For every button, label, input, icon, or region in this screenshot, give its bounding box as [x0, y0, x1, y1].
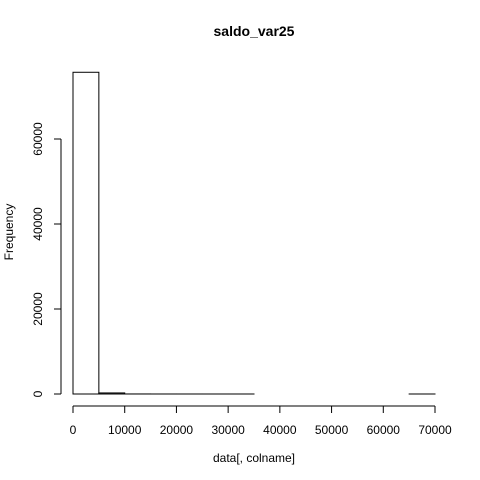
x-axis: 0 10000 20000 30000 40000 50000 60000 70000	[70, 405, 452, 437]
x-tick-label: 30000	[211, 423, 245, 437]
x-tick-label: 40000	[263, 423, 297, 437]
x-axis-label: data[, colname]	[213, 451, 295, 465]
x-tick-label: 60000	[367, 423, 401, 437]
y-tick-label: 0	[31, 390, 45, 397]
x-tick-label: 0	[70, 423, 77, 437]
y-tick-label: 60000	[31, 122, 45, 156]
y-tick-label: 20000	[31, 292, 45, 326]
histogram-bar	[72, 71, 100, 395]
chart-title: saldo_var25	[214, 23, 295, 39]
histogram-bar	[98, 392, 126, 395]
x-tick-label: 70000	[418, 423, 452, 437]
y-tick-label: 40000	[31, 207, 45, 241]
y-axis-label: Frequency	[2, 204, 16, 261]
x-tick-label: 20000	[160, 423, 194, 437]
y-axis: 0 20000 40000 60000	[31, 122, 62, 397]
x-tick-label: 10000	[108, 423, 142, 437]
x-tick-label: 50000	[315, 423, 349, 437]
histogram-bars	[72, 71, 436, 395]
